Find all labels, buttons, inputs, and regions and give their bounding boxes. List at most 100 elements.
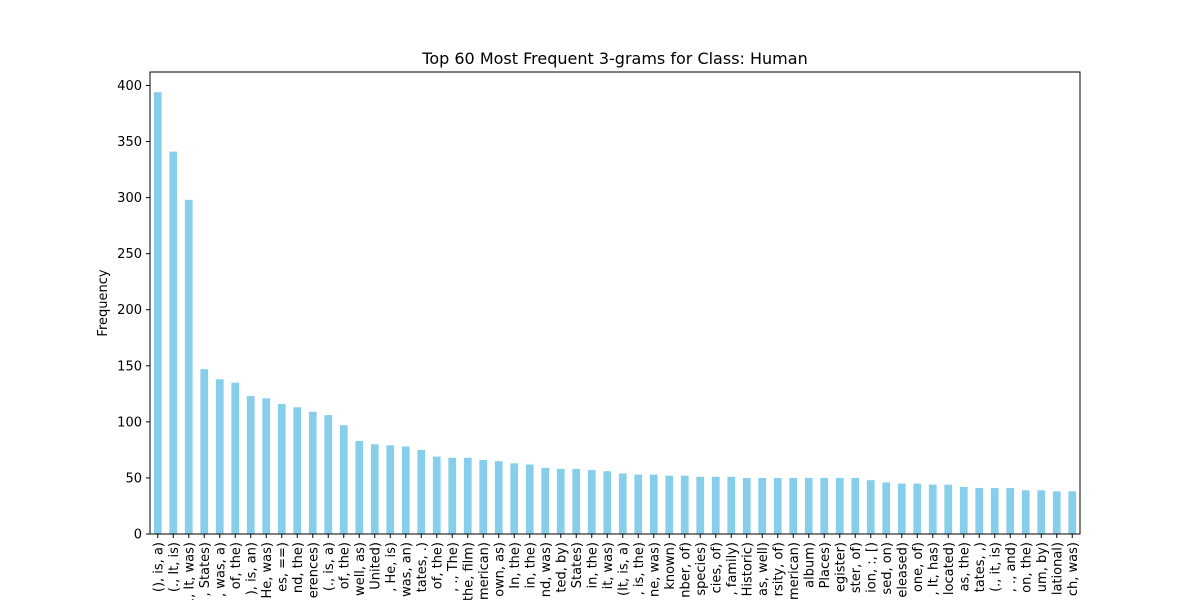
bar [711,476,720,534]
bar [975,488,984,534]
x-tick-label: merican) [477,542,492,600]
bar [913,483,922,534]
x-tick-label: was, an) [399,542,414,597]
bar [634,474,643,534]
bar [618,473,627,534]
bar [432,456,441,534]
x-tick-label: es, ==) [275,542,290,592]
bar [851,477,860,534]
x-tick-label: ted, by) [554,542,569,593]
x-tick-label: , He, is) [384,542,399,592]
y-axis-label: Frequency [96,269,111,336]
x-tick-label: , It, has) [926,542,941,596]
x-tick-label: Historic) [740,542,755,596]
plot-frame [149,71,1081,535]
x-tick-label: of, the) [229,542,244,589]
bar [990,488,999,534]
x-tick-label: nd, the) [291,542,306,593]
x-tick-label: um, by) [1035,542,1050,592]
bar [184,199,193,534]
bar [1037,490,1046,534]
bar [153,92,162,535]
x-tick-label: of, the) [430,542,445,589]
x-tick-label: (., is, a) [322,542,337,591]
x-tick-label: sed, on) [880,542,895,595]
bar [215,379,224,534]
x-tick-label: it, was) [601,542,616,589]
bar [525,464,534,534]
bar [897,483,906,534]
x-tick-label: the, film) [461,542,476,600]
x-tick-label: in, the) [585,542,600,589]
x-tick-label: one, of) [911,542,926,592]
x-tick-label: merican) [787,542,802,600]
x-tick-label: located) [942,542,957,595]
x-tick-label: egister) [833,542,848,592]
x-tick-label: nd, was) [539,542,554,597]
bar [355,440,364,534]
x-tick-label: (It, is, a) [616,542,631,596]
y-tick-label: 250 [117,247,142,262]
bar [944,484,953,534]
x-tick-label: lational) [1050,542,1065,595]
bar [463,457,472,534]
bar [417,449,426,534]
x-tick-label: ), is, an) [244,542,259,595]
bar [494,461,503,534]
x-tick-label: United) [368,542,383,590]
bar [835,477,844,534]
x-tick-label: tates, .) [415,542,430,592]
bar [339,425,348,534]
x-tick-label: (., It, is) [167,542,182,592]
bar [386,445,395,534]
x-tick-label: ne, was) [647,542,662,597]
bar [928,484,937,534]
bar [758,477,767,534]
x-tick-label: tates, ,) [973,542,988,592]
bar [649,474,658,534]
x-tick-label: (., It, was) [182,542,197,600]
x-tick-label: on, the) [1019,542,1034,593]
bar [773,477,782,534]
x-tick-label: , States) [198,542,213,597]
y-tick-label: 0 [134,528,142,543]
bar [169,151,178,534]
bar [959,486,968,534]
x-tick-label: , was, a) [213,542,228,597]
x-tick-label: He, was) [260,542,275,598]
x-tick-label: , is, the) [632,542,647,595]
x-tick-label: well, as) [353,542,368,596]
x-tick-label: own, as) [492,542,507,597]
bar [1052,491,1061,534]
x-tick-label: eleased) [895,542,910,598]
y-tick-label: 200 [117,303,142,318]
bar [262,398,271,534]
bar [882,482,891,534]
y-axis-ticks: 0 50 100 150 200 250 300 350 400 [117,79,150,543]
x-tick-label: album) [802,542,817,588]
bar [324,415,333,534]
x-tick-label: of, the) [337,542,352,589]
bar [401,446,410,534]
x-tick-label: Places) [818,542,833,588]
x-tick-label: ch, was) [1066,542,1081,596]
bar [789,477,798,534]
x-tick-label: nber, of) [678,542,693,598]
bar [448,457,457,534]
bars [153,92,1077,535]
bar [572,468,581,534]
x-tick-label: , ., The) [446,542,461,592]
bar [665,475,674,534]
x-tick-label: , family) [725,542,740,595]
x-tick-label: , ., and) [1004,542,1019,592]
y-tick-label: 50 [125,471,142,486]
bar [866,480,875,534]
bar [510,463,519,534]
x-axis-tick-labels: (), is, a) (., It, is) (., It, was), State… [151,534,1081,600]
x-tick-label: States) [570,542,585,588]
bar [696,476,705,534]
bar [541,467,550,534]
x-tick-label: species) [694,542,709,596]
bar [1006,488,1015,534]
